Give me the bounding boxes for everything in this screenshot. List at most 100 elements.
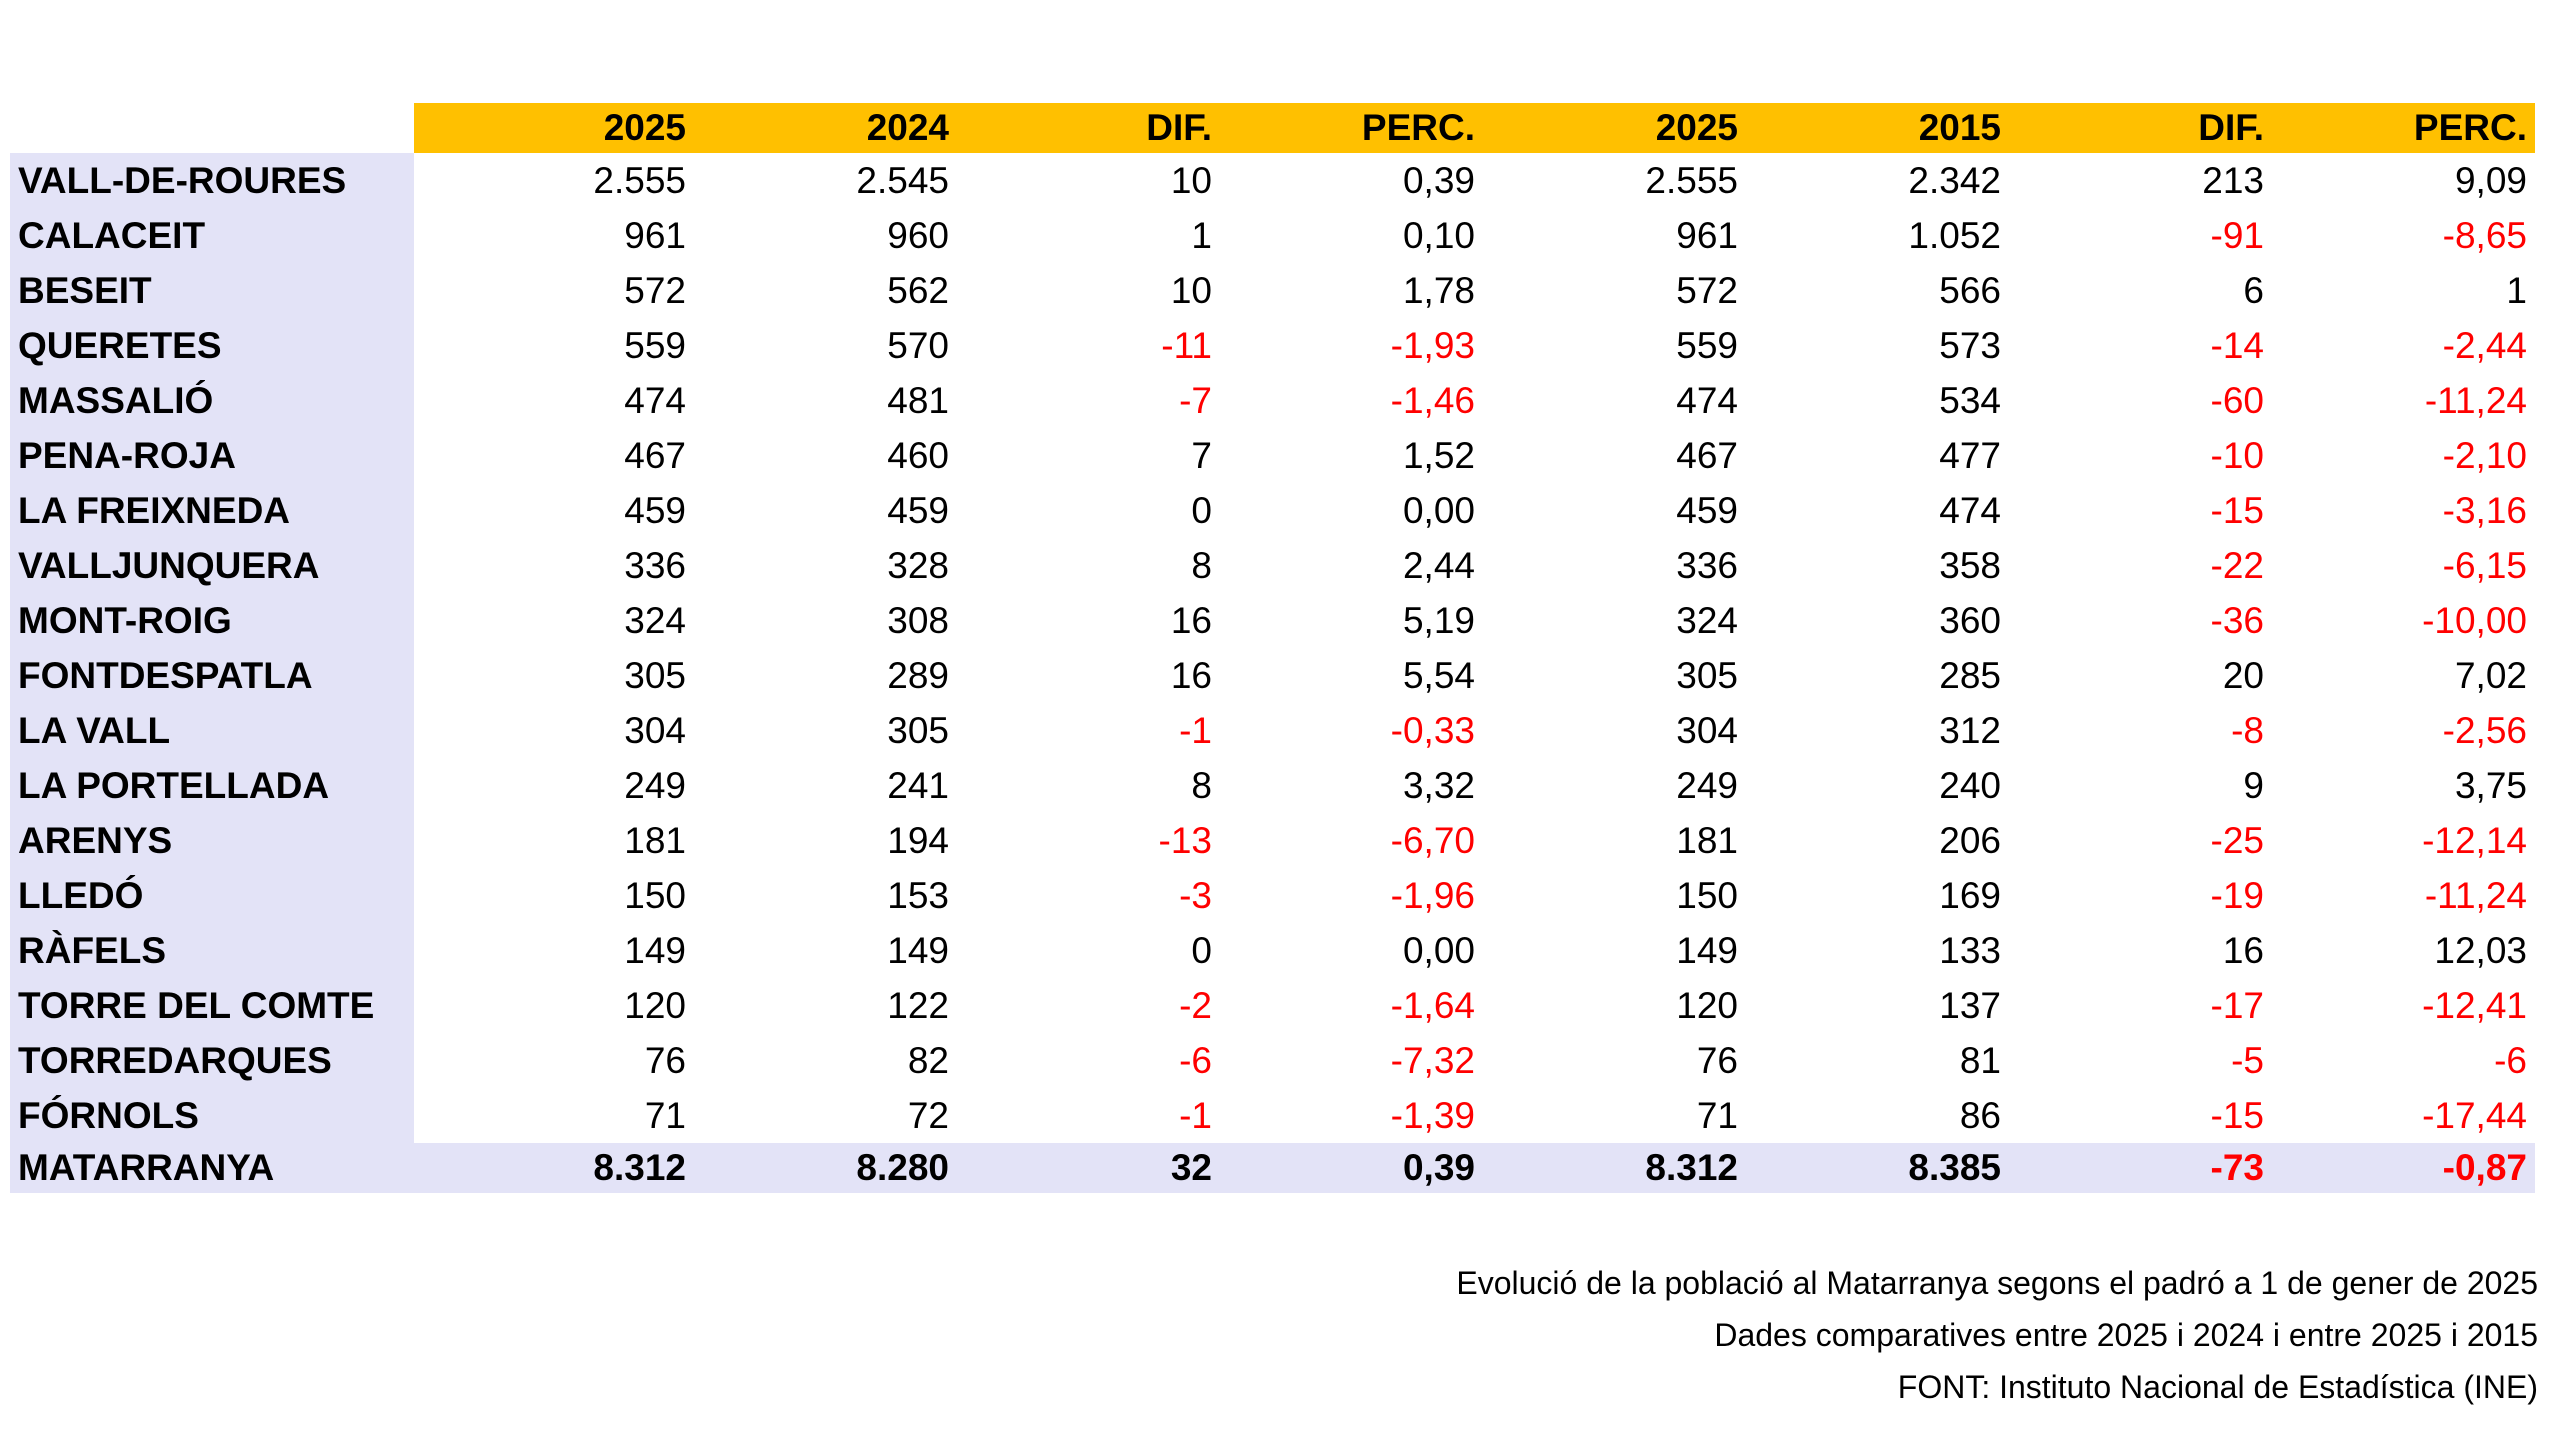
cell: 474 [1746, 483, 2009, 538]
table-row: TORRE DEL COMTE 120 122 -2 -1,64 120 137 -17 -12… [10, 978, 2535, 1033]
population-table: 2025 2024 DIF. PERC. 2025 2015 DIF. PERC. VALL-… [10, 103, 2535, 1193]
cell: 86 [1746, 1088, 2009, 1143]
cell: -7,32 [1220, 1033, 1483, 1088]
cell: -12,41 [2272, 978, 2535, 1033]
column-header: PERC. [1220, 103, 1483, 153]
cell: 0 [957, 483, 1220, 538]
cell: 240 [1746, 758, 2009, 813]
cell: 2.545 [694, 153, 957, 208]
cell: -60 [2009, 373, 2272, 428]
table-row: VALLJUNQUERA 336 328 8 2,44 336 358 -22 -6,15 [10, 538, 2535, 593]
row-label: RÀFELS [10, 923, 414, 978]
cell: 1 [2272, 263, 2535, 318]
row-label: MATARRANYA [10, 1143, 414, 1193]
cell: 16 [2009, 923, 2272, 978]
row-label: BESEIT [10, 263, 414, 318]
table-row: FONTDESPATLA 305 289 16 5,54 305 285 20 7,02 [10, 648, 2535, 703]
row-label: TORREDARQUES [10, 1033, 414, 1088]
cell: 82 [694, 1033, 957, 1088]
cell: 324 [414, 593, 694, 648]
cell: -1,93 [1220, 318, 1483, 373]
cell: 9,09 [2272, 153, 2535, 208]
cell: 474 [414, 373, 694, 428]
cell: 534 [1746, 373, 2009, 428]
cell: 460 [694, 428, 957, 483]
table-row: FÓRNOLS 71 72 -1 -1,39 71 86 -15 -17,44 [10, 1088, 2535, 1143]
cell: 285 [1746, 648, 2009, 703]
cell: 249 [414, 758, 694, 813]
cell: -1,64 [1220, 978, 1483, 1033]
cell: 474 [1483, 373, 1746, 428]
row-label: VALLJUNQUERA [10, 538, 414, 593]
cell: 181 [1483, 813, 1746, 868]
cell: 120 [1483, 978, 1746, 1033]
row-label: MASSALIÓ [10, 373, 414, 428]
cell: -1 [957, 1088, 1220, 1143]
cell: 12,03 [2272, 923, 2535, 978]
column-header: PERC. [2272, 103, 2535, 153]
cell: -25 [2009, 813, 2272, 868]
cell: -2 [957, 978, 1220, 1033]
cell: 122 [694, 978, 957, 1033]
row-label: FÓRNOLS [10, 1088, 414, 1143]
cell: -15 [2009, 1088, 2272, 1143]
cell: 960 [694, 208, 957, 263]
table-row: LLEDÓ 150 153 -3 -1,96 150 169 -19 -11,24 [10, 868, 2535, 923]
cell: -2,10 [2272, 428, 2535, 483]
cell: -11,24 [2272, 373, 2535, 428]
cell: -6,15 [2272, 538, 2535, 593]
cell: 2.342 [1746, 153, 2009, 208]
row-label: ARENYS [10, 813, 414, 868]
cell: -17 [2009, 978, 2272, 1033]
cell: 194 [694, 813, 957, 868]
cell: -6 [957, 1033, 1220, 1088]
cell: 149 [414, 923, 694, 978]
caption-block: Evolució de la població al Matarranya se… [1456, 1257, 2538, 1413]
cell: 213 [2009, 153, 2272, 208]
table-row: MASSALIÓ 474 481 -7 -1,46 474 534 -60 -11,24 [10, 373, 2535, 428]
row-label: LA FREIXNEDA [10, 483, 414, 538]
cell: 81 [1746, 1033, 2009, 1088]
cell: 305 [1483, 648, 1746, 703]
cell: 137 [1746, 978, 2009, 1033]
cell: 1,78 [1220, 263, 1483, 318]
cell: -17,44 [2272, 1088, 2535, 1143]
cell: 2,44 [1220, 538, 1483, 593]
cell: -19 [2009, 868, 2272, 923]
cell: 7,02 [2272, 648, 2535, 703]
cell: 2.555 [1483, 153, 1746, 208]
cell: 20 [2009, 648, 2272, 703]
cell: -8 [2009, 703, 2272, 758]
cell: 961 [414, 208, 694, 263]
column-header: 2015 [1746, 103, 2009, 153]
cell: -13 [957, 813, 1220, 868]
table-row: TORREDARQUES 76 82 -6 -7,32 76 81 -5 -6 [10, 1033, 2535, 1088]
cell: 572 [414, 263, 694, 318]
cell: 304 [414, 703, 694, 758]
cell: 305 [694, 703, 957, 758]
cell: 150 [414, 868, 694, 923]
table-row: LA FREIXNEDA 459 459 0 0,00 459 474 -15 -3,16 [10, 483, 2535, 538]
cell: -14 [2009, 318, 2272, 373]
table-row: LA PORTELLADA 249 241 8 3,32 249 240 9 3,75 [10, 758, 2535, 813]
cell: -1,46 [1220, 373, 1483, 428]
cell: 8 [957, 538, 1220, 593]
corner-cell [10, 103, 414, 153]
column-header: 2025 [1483, 103, 1746, 153]
cell: 241 [694, 758, 957, 813]
cell: 562 [694, 263, 957, 318]
cell: 559 [414, 318, 694, 373]
row-label: PENA-ROJA [10, 428, 414, 483]
cell: 459 [414, 483, 694, 538]
cell: 249 [1483, 758, 1746, 813]
cell: 10 [957, 153, 1220, 208]
cell: 206 [1746, 813, 2009, 868]
cell: -10,00 [2272, 593, 2535, 648]
cell: -22 [2009, 538, 2272, 593]
cell: 150 [1483, 868, 1746, 923]
total-row: MATARRANYA 8.312 8.280 32 0,39 8.312 8.385 -73-… [10, 1143, 2535, 1193]
cell: 133 [1746, 923, 2009, 978]
table-row: CALACEIT 961 960 1 0,10 961 1.052 -91 -8,65 [10, 208, 2535, 263]
cell: -10 [2009, 428, 2272, 483]
